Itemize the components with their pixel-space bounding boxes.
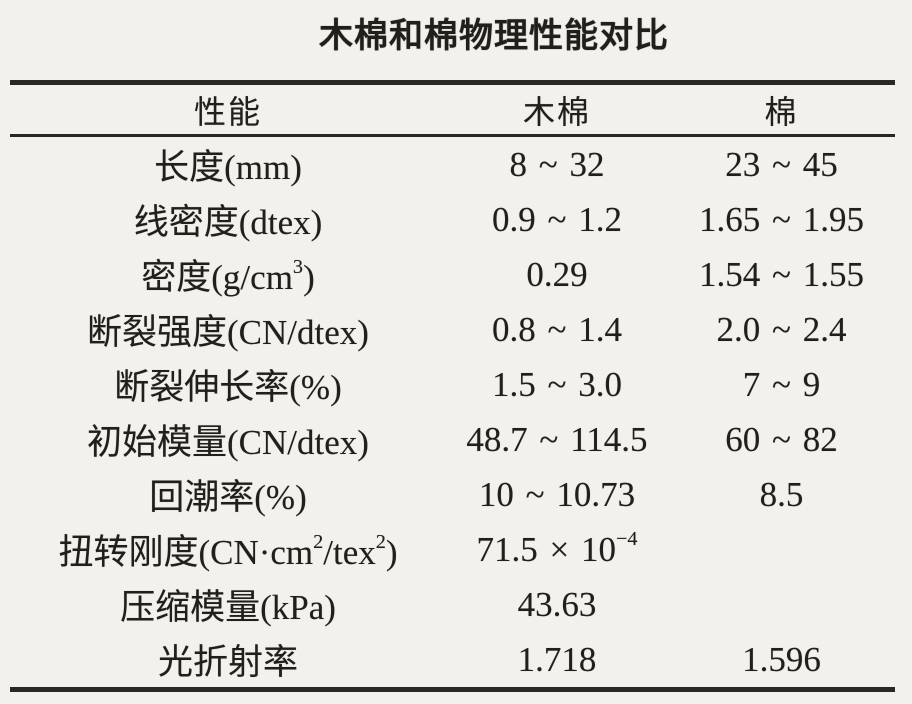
header-kapok: 木棉 (522, 93, 591, 130)
table-row: 光折射率 1.718 1.596 (10, 632, 895, 687)
table-row: 压缩模量(kPa) 43.63 (10, 577, 895, 632)
table-row: 初始模量(CN/dtex) 48.7 ~ 114.5 60 ~ 82 (10, 412, 895, 467)
kapok-value-cell: 43.63 (517, 584, 597, 624)
properties-comparison-table: 性能 木棉 棉 长度(mm) 8 ~ 32 23 ~ 45 线密度(dtex) 0.9 … (10, 80, 895, 692)
cotton-value-cell: 60 ~ 82 (725, 419, 838, 459)
kapok-value-cell: 0.9 ~ 1.2 (492, 199, 622, 239)
cotton-value-cell: 7 ~ 9 (742, 364, 821, 404)
kapok-value-cell: 1.5 ~ 3.0 (492, 364, 622, 404)
table-row: 扭转刚度(CN·cm2/tex2) 71.5 × 10−4 (10, 522, 895, 577)
property-cell: 回潮率(%) (149, 478, 307, 517)
cotton-value-cell: 1.54 ~ 1.55 (699, 254, 864, 294)
table-row: 密度(g/cm3) 0.29 1.54 ~ 1.55 (10, 247, 895, 302)
cotton-value-cell: 2.0 ~ 2.4 (716, 309, 847, 349)
property-cell: 密度(g/cm3) (141, 256, 315, 297)
property-cell: 断裂伸长率(%) (114, 368, 342, 407)
kapok-value-cell: 0.8 ~ 1.4 (492, 309, 622, 349)
kapok-value-cell: 71.5 × 10−4 (476, 527, 638, 569)
property-cell: 光折射率 (157, 643, 298, 682)
table-header-row: 性能 木棉 棉 (10, 85, 895, 137)
table-row: 回潮率(%) 10 ~ 10.73 8.5 (10, 467, 895, 522)
property-cell: 初始模量(CN/dtex) (87, 423, 369, 462)
kapok-value-cell: 48.7 ~ 114.5 (466, 419, 648, 459)
table-body: 长度(mm) 8 ~ 32 23 ~ 45 线密度(dtex) 0.9 ~ 1.2 1.6… (10, 137, 895, 687)
cotton-value-cell: 23 ~ 45 (725, 144, 838, 184)
table-row: 长度(mm) 8 ~ 32 23 ~ 45 (10, 137, 895, 192)
header-cotton: 棉 (764, 93, 799, 130)
cotton-value-cell: 8.5 (759, 474, 804, 514)
kapok-value-cell: 0.29 (526, 254, 588, 294)
table-title: 木棉和棉物理性能对比 (319, 17, 669, 55)
kapok-value-cell: 8 ~ 32 (509, 144, 605, 184)
cotton-value-cell: 1.596 (742, 639, 821, 679)
property-cell: 长度(mm) (154, 148, 302, 187)
table-row: 断裂伸长率(%) 1.5 ~ 3.0 7 ~ 9 (10, 357, 895, 412)
table-row: 断裂强度(CN/dtex) 0.8 ~ 1.4 2.0 ~ 2.4 (10, 302, 895, 357)
cotton-value-cell: 1.65 ~ 1.95 (699, 199, 864, 239)
property-cell: 线密度(dtex) (133, 203, 323, 242)
header-property: 性能 (193, 93, 262, 130)
kapok-value-cell: 1.718 (517, 639, 597, 679)
table-row: 线密度(dtex) 0.9 ~ 1.2 1.65 ~ 1.95 (10, 192, 895, 247)
property-cell: 压缩模量(kPa) (120, 588, 336, 627)
property-cell: 断裂强度(CN/dtex) (87, 313, 369, 352)
property-cell: 扭转刚度(CN·cm2/tex2) (58, 531, 398, 572)
kapok-value-cell: 10 ~ 10.73 (478, 474, 636, 514)
